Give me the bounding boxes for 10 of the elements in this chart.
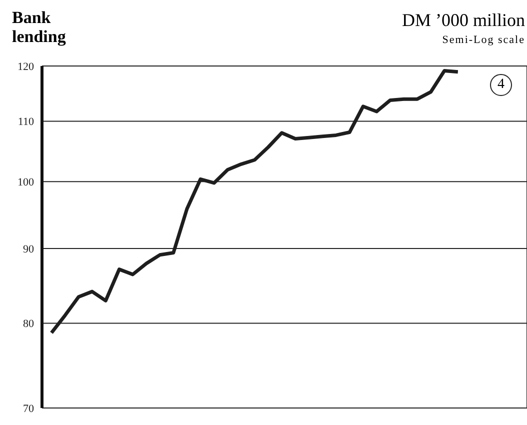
- y-tick-label: 90: [23, 243, 34, 256]
- y-tick-label: 80: [23, 318, 34, 330]
- y-tick-label: 120: [18, 60, 34, 73]
- circle-outline: 4: [490, 74, 512, 96]
- y-tick-label: 100: [18, 176, 34, 189]
- chart-title: Bank lending: [12, 8, 67, 46]
- text: Semi-Log scale: [442, 34, 525, 46]
- y-axis-title: DM ’000 million: [402, 10, 525, 31]
- y-tick-label: 110: [18, 116, 34, 128]
- y-tick-label: 70: [23, 402, 34, 415]
